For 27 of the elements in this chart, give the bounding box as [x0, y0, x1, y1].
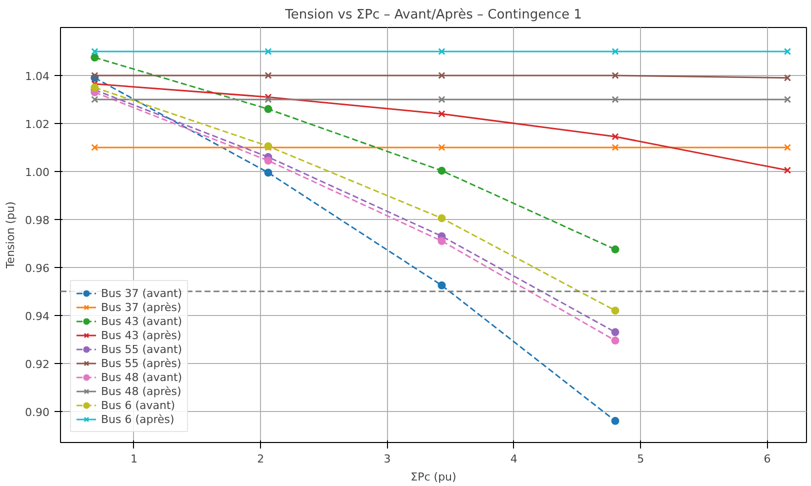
x-axis-title: ΣPc (pu) [410, 470, 456, 484]
x-tick-label: 4 [510, 452, 518, 466]
y-tick-label: 0.90 [25, 406, 50, 419]
y-tick-label: 0.92 [25, 358, 50, 371]
legend-label: Bus 48 (avant) [101, 370, 182, 384]
legend-label: Bus 55 (après) [101, 356, 182, 370]
legend-label: Bus 37 (avant) [101, 286, 182, 300]
legend-label: Bus 6 (après) [101, 412, 174, 426]
y-tick-label: 0.96 [25, 262, 50, 275]
x-tick-label: 5 [637, 452, 644, 466]
y-tick-label: 1.02 [25, 118, 50, 131]
y-tick-label: 1.00 [25, 166, 50, 179]
y-axis-title: Tension (pu) [4, 201, 18, 270]
legend-label: Bus 48 (après) [101, 384, 182, 398]
legend-label: Bus 43 (après) [101, 328, 182, 342]
chart-title: Tension vs ΣPc – Avant/Après – Contingence 1 [284, 8, 582, 22]
y-tick-label: 0.94 [25, 310, 50, 323]
x-tick-label: 1 [130, 452, 138, 466]
legend-label: Bus 55 (avant) [101, 342, 182, 356]
legend-label: Bus 37 (après) [101, 300, 182, 314]
x-tick-label: 6 [764, 452, 771, 466]
legend-label: Bus 43 (avant) [101, 314, 182, 328]
legend-label: Bus 6 (avant) [101, 398, 176, 412]
x-tick-label: 3 [384, 452, 391, 466]
x-tick-label: 2 [257, 452, 264, 466]
y-tick-label: 1.04 [25, 70, 50, 83]
y-tick-label: 0.98 [25, 214, 50, 227]
